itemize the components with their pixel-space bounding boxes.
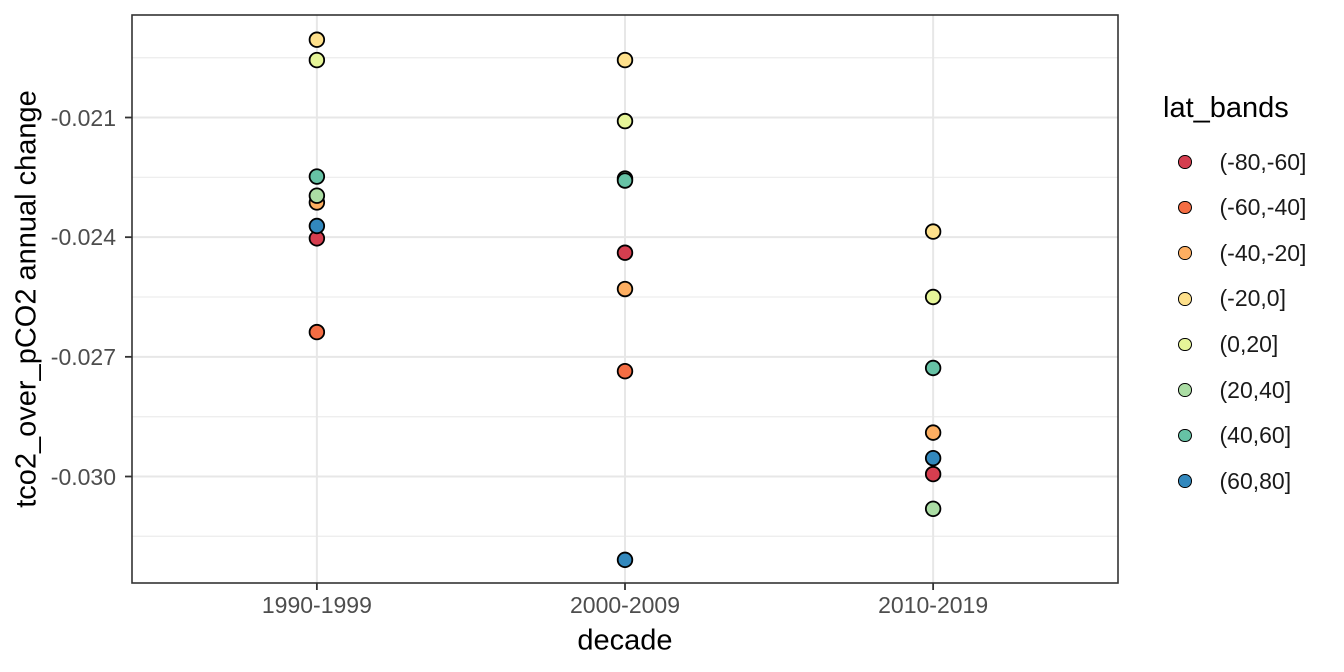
legend-key-dot xyxy=(1178,383,1192,397)
data-point xyxy=(924,449,942,467)
legend-key-dot xyxy=(1178,155,1192,169)
data-point xyxy=(924,223,942,240)
legend-title: lat_bands xyxy=(1163,92,1289,124)
data-point xyxy=(308,168,326,185)
panel-border xyxy=(131,14,1119,584)
data-point xyxy=(616,112,634,130)
legend-label: (-60,-40] xyxy=(1219,194,1307,221)
legend-label: (-40,-20] xyxy=(1219,239,1307,266)
legend-key-dot xyxy=(1178,246,1192,260)
legend-item: (0,20] xyxy=(1178,331,1278,358)
legend-item: (20,40] xyxy=(1178,377,1291,404)
data-point xyxy=(924,465,942,483)
data-point xyxy=(308,217,326,235)
x-tick-label: 1990-1999 xyxy=(261,592,372,618)
legend-label: (0,20] xyxy=(1219,330,1279,357)
data-point xyxy=(616,244,634,261)
legend-label: (-20,0] xyxy=(1219,285,1286,312)
y-tick-label: -0.024 xyxy=(50,224,116,251)
data-point xyxy=(924,424,942,441)
data-point xyxy=(924,288,942,306)
data-point xyxy=(616,280,634,298)
legend-item: (60,80] xyxy=(1178,468,1291,495)
legend-item: (-20,0] xyxy=(1178,285,1286,312)
data-point xyxy=(924,359,942,377)
data-point xyxy=(616,362,634,380)
data-point xyxy=(308,51,326,69)
legend-item: (-40,-20] xyxy=(1178,240,1306,267)
legend-label: (20,40] xyxy=(1219,376,1292,403)
legend-key-dot xyxy=(1178,337,1192,352)
legend-key-dot xyxy=(1178,474,1192,488)
x-tick-label: 2000-2009 xyxy=(570,592,680,618)
data-point xyxy=(616,51,634,69)
data-point xyxy=(308,31,326,48)
data-point xyxy=(308,187,326,204)
y-tick-label: -0.027 xyxy=(50,343,116,370)
legend-label: (-80,-60] xyxy=(1219,148,1307,175)
legend-item: (40,60] xyxy=(1178,422,1291,449)
legend-key-dot xyxy=(1178,428,1192,443)
legend-label: (60,80] xyxy=(1219,467,1292,494)
y-axis-title: tco2_over_pCO2 annual change xyxy=(10,90,43,508)
data-point xyxy=(308,323,326,341)
legend-key-dot xyxy=(1178,200,1192,215)
legend-item: (-60,-40] xyxy=(1178,194,1306,221)
legend-key-dot xyxy=(1178,292,1192,306)
x-axis-title: decade xyxy=(577,624,673,657)
data-point xyxy=(616,551,634,569)
y-tick-label: -0.021 xyxy=(50,104,116,131)
legend-item: (-80,-60] xyxy=(1178,149,1306,176)
y-tick-label: -0.030 xyxy=(50,463,116,490)
data-point xyxy=(616,172,634,189)
x-tick-label: 2010-2019 xyxy=(878,592,989,618)
data-point xyxy=(924,500,942,518)
legend-label: (40,60] xyxy=(1219,422,1292,449)
